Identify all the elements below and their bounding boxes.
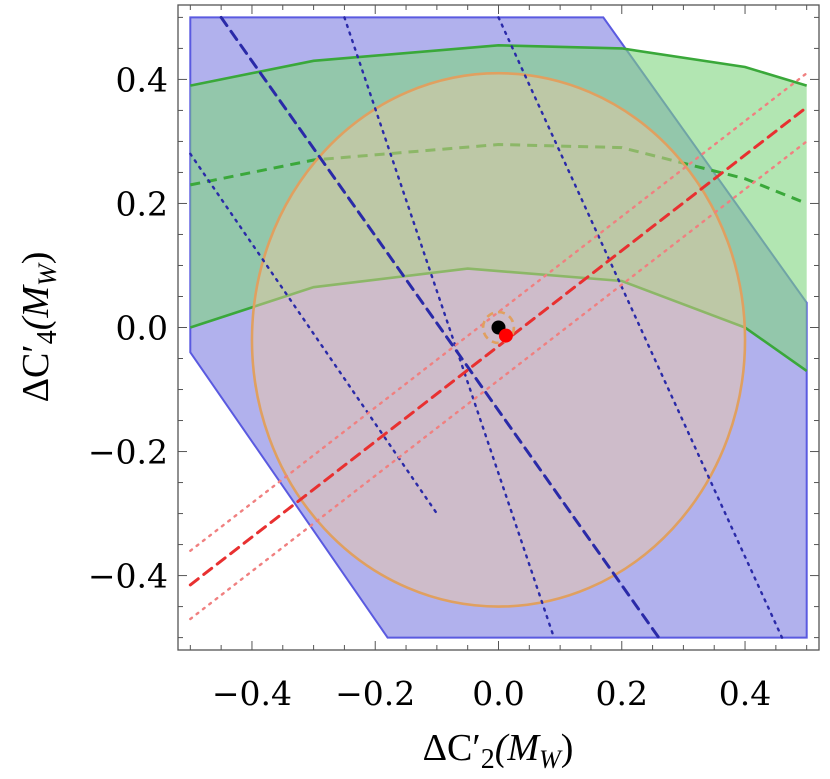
x-tick-labels: −0.4 −0.2 0.0 0.2 0.4	[212, 674, 771, 713]
axis-ticks	[178, 5, 819, 650]
x-axis-label: ΔC′2(MW)	[423, 727, 574, 775]
blue-line-dashed-0	[219, 15, 661, 640]
orange-ellipse	[250, 71, 747, 608]
y-axis-label: ΔC′4(MW)	[15, 252, 63, 403]
x-tick-label: −0.4	[212, 674, 292, 713]
red-line-dashed-0	[188, 105, 809, 587]
x-tick-label: 0.4	[719, 674, 771, 713]
y-tick-label: −0.2	[88, 433, 168, 472]
y-tick-label: 0.4	[116, 60, 168, 99]
x-tick-label: −0.2	[335, 674, 415, 713]
plot-area	[188, 15, 809, 640]
x-tick-label: 0.0	[472, 674, 524, 713]
green-band-upper-edge	[190, 43, 808, 87]
blue-line-dotted-3	[497, 16, 784, 639]
orange-dashed-circle	[481, 310, 516, 345]
red-line-dotted-1	[189, 72, 808, 552]
green-band-center-line	[190, 142, 808, 205]
blue-line-dotted-2	[343, 16, 556, 639]
y-tick-label: −0.4	[88, 557, 168, 596]
green-band	[190, 45, 807, 371]
y-tick-label: 0.2	[116, 184, 168, 223]
x-tick-label: 0.2	[596, 674, 648, 713]
blue-line-dotted-1	[189, 152, 439, 515]
red-line-dotted-2	[189, 140, 808, 621]
data-point-1	[498, 328, 513, 343]
y-tick-labels: −0.4 −0.2 0.0 0.2 0.4	[88, 60, 168, 595]
y-tick-label: 0.0	[116, 309, 168, 348]
